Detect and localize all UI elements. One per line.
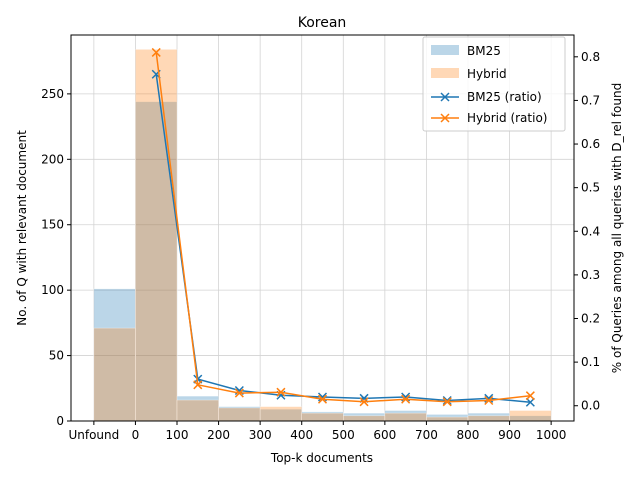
chart-title: Korean [298, 15, 347, 31]
histogram-bars [93, 49, 552, 422]
x-tick-label: 600 [373, 428, 396, 442]
x-tick-label: Unfound [68, 428, 119, 442]
point-hybrid-ratio [484, 395, 494, 406]
y-right-tick-label: 0.6 [581, 137, 600, 151]
y-left-tick-label: 150 [41, 218, 64, 232]
y-left-tick-label: 200 [41, 152, 64, 166]
x-tick-label: 500 [332, 428, 355, 442]
point-hybrid-ratio [525, 391, 535, 401]
legend: BM25 Hybrid BM25 (ratio) Hybrid (ratio) [422, 36, 566, 132]
legend-label-bm25-ratio: BM25 (ratio) [467, 90, 542, 104]
legend-box [422, 36, 566, 132]
point-hybrid-ratio [442, 397, 452, 407]
bar-bm25-1 [135, 101, 178, 422]
line-bm25-ratio [155, 74, 531, 403]
x-tick-label: 0 [132, 428, 140, 442]
legend-swatch-bm25-ratio [431, 92, 459, 102]
legend-swatch-hybrid-ratio [431, 113, 459, 123]
y-right-tick-label: 0.2 [581, 312, 600, 326]
plot-frame [70, 34, 575, 422]
point-hybrid-ratio [234, 388, 244, 398]
bar-hybrid-6 [342, 415, 386, 422]
bar-hybrid-2 [176, 399, 219, 422]
bar-hybrid-4 [259, 406, 303, 422]
bar-hybrid-10 [509, 410, 552, 422]
y-right-tick-label: 0.0 [581, 399, 600, 413]
legend-label-hybrid: Hybrid [467, 67, 507, 81]
x-tick-label: 800 [457, 428, 480, 442]
y-axis-left-ticks: 0 50 100 150 200 250 [41, 87, 71, 428]
y-right-tick-label: 0.5 [581, 181, 600, 195]
y-left-tick-label: 0 [56, 414, 64, 428]
x-tick-label: 700 [415, 428, 438, 442]
x-tick-label: 900 [498, 428, 521, 442]
point-hybrid-ratio [193, 380, 203, 390]
y-left-tick-label: 100 [41, 283, 64, 297]
x-tick-label: 1000 [536, 428, 567, 442]
y-left-tick-label: 250 [41, 87, 64, 101]
legend-swatch-bm25 [431, 45, 459, 55]
point-bm25-ratio [525, 397, 535, 407]
x-axis-ticks: Unfound 0 100 200 300 400 500 600 700 800 900 1000 [68, 421, 566, 442]
point-hybrid-ratio [317, 394, 328, 404]
y-right-tick-label: 0.8 [581, 50, 600, 64]
y-axis-right-label: % of Queries among all queries with D_re… [610, 83, 624, 373]
bar-hybrid-7 [384, 412, 427, 422]
point-hybrid-ratio [276, 387, 286, 397]
bar-hybrid-3 [218, 407, 261, 422]
point-hybrid-ratio [359, 397, 369, 407]
ratio-lines [151, 47, 535, 407]
y-right-tick-label: 0.1 [581, 355, 600, 369]
y-right-tick-label: 0.3 [581, 268, 600, 282]
point-bm25-ratio [442, 395, 452, 406]
legend-label-bm25: BM25 [467, 44, 501, 58]
bar-hybrid-1 [135, 49, 178, 422]
x-tick-label: 300 [249, 428, 272, 442]
x-axis-label: Top-k documents [270, 451, 373, 465]
x-tick-label: 100 [166, 428, 189, 442]
bar-bm25-0 [93, 288, 136, 422]
bar-hybrid-5 [301, 412, 344, 422]
y-right-tick-label: 0.7 [581, 93, 600, 107]
bar-hybrid-8 [426, 416, 469, 422]
point-hybrid-ratio [401, 394, 411, 404]
y-axis-right-ticks: 0.0 0.1 0.2 0.3 0.4 0.5 0.6 0.7 0.8 [574, 50, 600, 413]
x-tick-label: 400 [290, 428, 313, 442]
y-left-tick-label: 50 [49, 349, 64, 363]
bar-hybrid-9 [467, 415, 510, 422]
y-axis-left-label: No. of Q with relevant document [15, 130, 29, 326]
x-tick-label: 200 [207, 428, 230, 442]
line-hybrid-ratio [155, 52, 531, 403]
y-right-tick-label: 0.4 [581, 224, 600, 238]
point-hybrid-ratio [151, 47, 161, 57]
legend-swatch-hybrid [431, 68, 459, 78]
bar-hybrid-0 [93, 327, 136, 422]
legend-label-hybrid-ratio: Hybrid (ratio) [467, 111, 547, 125]
